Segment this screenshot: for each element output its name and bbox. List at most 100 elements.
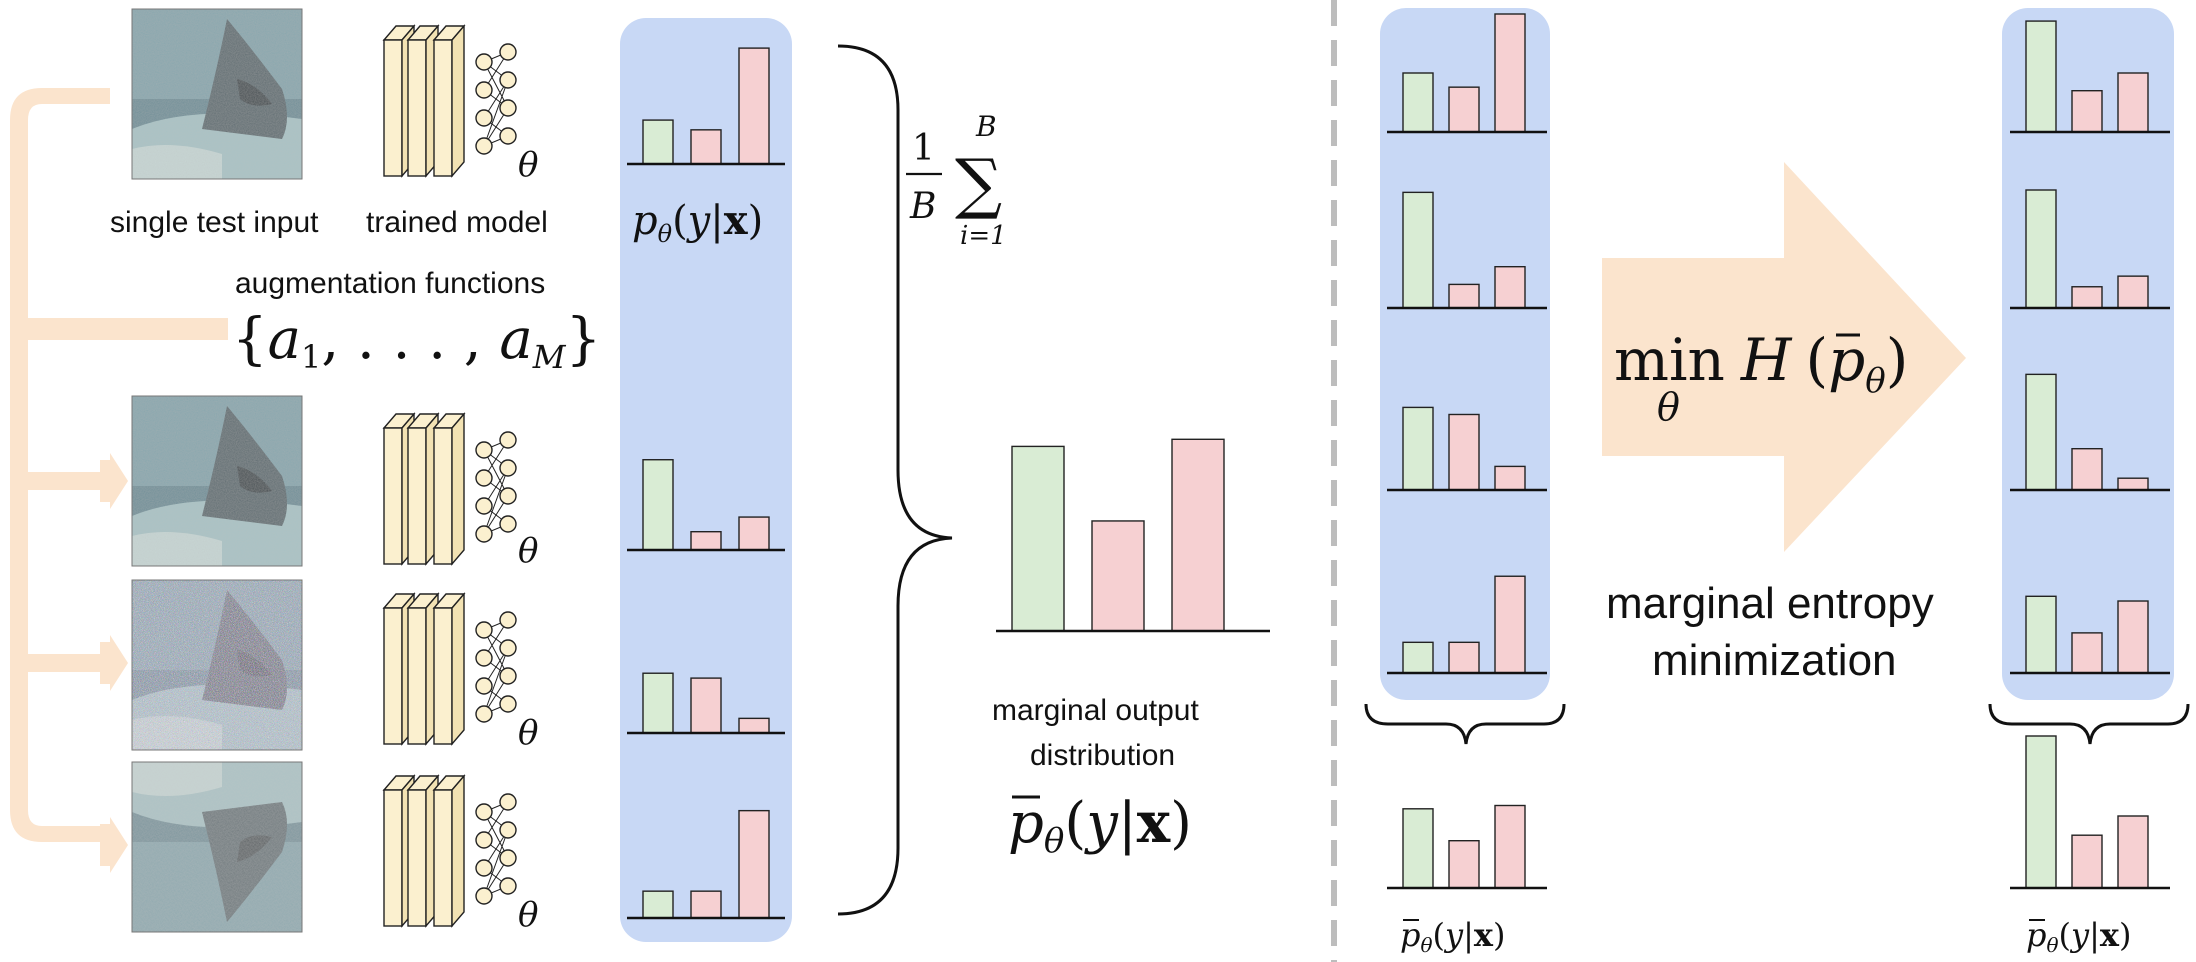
p-theta-label: pθ(y|x) (632, 197, 763, 248)
before-x: x (1474, 916, 1494, 954)
before-group-2-bar-2 (1448, 283, 1480, 309)
theta-label: θ (518, 531, 538, 571)
sum-denominator: B (909, 186, 936, 227)
left-group-3-bar-1 (642, 672, 674, 734)
pbar-pipe: | (1118, 791, 1137, 856)
entropy-p: p (1828, 326, 1865, 394)
after-group-2-bar-3 (2117, 275, 2149, 309)
after-p: p (2026, 916, 2046, 954)
entropy-close: ) (1886, 326, 1909, 394)
aug-open-brace: { (232, 307, 268, 372)
aug-aM-sub: M (532, 338, 567, 376)
model-icon (383, 25, 517, 177)
p-x: x (724, 197, 749, 244)
left-group-4-bar-3 (738, 809, 770, 919)
left-group-1-bar-2 (690, 129, 722, 165)
pbar-open: ( (1064, 791, 1086, 856)
svg-text:pθ(y|x): pθ(y|x) (2026, 916, 2131, 957)
left-group-2-bar-3 (738, 516, 770, 551)
left-group-4-bar-2 (690, 890, 722, 919)
left-group-1-bar-3 (738, 47, 770, 165)
entropy-psub: θ (1865, 361, 1885, 401)
after-y: y (2069, 916, 2090, 954)
p-close: ) (748, 198, 764, 244)
after-marginal-bar-1 (2025, 735, 2057, 889)
before-group-1-bar-3 (1494, 13, 1526, 133)
p-pipe: | (710, 198, 723, 244)
prediction-bars-left (627, 47, 785, 920)
before-bars (1387, 13, 1547, 675)
aug-ellipsis: , . . . , (321, 307, 499, 372)
after-sub: θ (2046, 933, 2058, 957)
after-column-panel (2002, 8, 2174, 700)
left-group-2-bar-1 (642, 459, 674, 551)
before-column-panel (1380, 8, 1550, 700)
theta-label: θ (518, 713, 538, 753)
left-group-1-bar-1 (642, 119, 674, 165)
marginal-bar-3 (1171, 438, 1225, 632)
after-group-4-bar-3 (2117, 600, 2149, 674)
before-group-4-bar-3 (1494, 575, 1526, 674)
after-group-2-bar-2 (2071, 286, 2103, 309)
before-group-3-bar-1 (1402, 406, 1434, 491)
after-group-3-bar-3 (2117, 477, 2149, 491)
marginal-caption-2: distribution (1030, 739, 1175, 772)
before-group-1-bar-2 (1448, 86, 1480, 133)
pbar-sub: θ (1044, 821, 1064, 861)
before-open: ( (1433, 916, 1445, 954)
input-caption: single test input (110, 206, 319, 239)
marginal-bars (996, 438, 1270, 633)
p-letter: p (632, 198, 658, 244)
before-pipe: | (1463, 916, 1474, 954)
input-image-original (131, 8, 303, 180)
left-group-2-bar-2 (690, 531, 722, 551)
min-entropy-formula: min H (pθ) θ (1614, 326, 1908, 429)
after-group-1-bar-1 (2025, 20, 2057, 133)
after-group-3-bar-2 (2071, 448, 2103, 491)
p-open: ( (672, 198, 688, 244)
before-group-1-bar-1 (1402, 72, 1434, 133)
model-icon (383, 593, 517, 745)
model-icon (383, 775, 517, 927)
marginal-label: pθ(y|x) (1008, 790, 1192, 861)
svg-text:{a1, . . . , aM}: {a1, . . . , aM} (232, 307, 601, 376)
before-marginal-bars (1387, 804, 1547, 890)
after-marginal-bars (2010, 735, 2170, 890)
after-x: x (2100, 916, 2120, 954)
marginal-bar-2 (1091, 520, 1145, 632)
sum-formula: 1 B B ∑ i=1 (906, 110, 1007, 251)
before-group-2-bar-1 (1402, 191, 1434, 309)
after-marginal-bar-2 (2071, 834, 2103, 889)
min-sub-theta: θ (1657, 385, 1680, 429)
before-marginal-bar-3 (1494, 804, 1526, 889)
after-close: ) (2119, 916, 2131, 954)
p-y: y (686, 198, 712, 244)
theta-label: θ (518, 145, 538, 185)
aug-a1: a (268, 307, 301, 372)
before-marginal-bar-2 (1448, 840, 1480, 889)
after-group-1-bar-2 (2071, 89, 2103, 133)
before-brace (1364, 703, 1566, 745)
before-y: y (1443, 916, 1464, 954)
input-image-augmented-3 (131, 761, 303, 933)
augmentation-bracket (10, 88, 228, 873)
sum-sigma: ∑ (955, 145, 1002, 222)
left-group-4-bar-1 (642, 890, 674, 919)
pbar-close: ) (1170, 791, 1192, 856)
left-group-3-bar-3 (738, 717, 770, 734)
entropy-caption-1: marginal entropy (1606, 579, 1934, 628)
before-group-3-bar-3 (1494, 465, 1526, 491)
svg-text:pθ(y|x): pθ(y|x) (1400, 916, 1505, 957)
input-image-augmented-1 (131, 395, 303, 567)
sum-upper-limit: B (975, 110, 997, 143)
sum-lower-limit: i=1 (960, 221, 1007, 251)
after-marginal-label: pθ(y|x) (2026, 916, 2131, 957)
before-marginal-label: pθ(y|x) (1400, 916, 1505, 957)
marginal-caption-1: marginal output (992, 694, 1199, 727)
marginal-bar-1 (1011, 445, 1065, 632)
pbar-y: y (1083, 791, 1119, 856)
after-group-2-bar-1 (2025, 189, 2057, 309)
minimization-arrow (1602, 162, 1966, 552)
